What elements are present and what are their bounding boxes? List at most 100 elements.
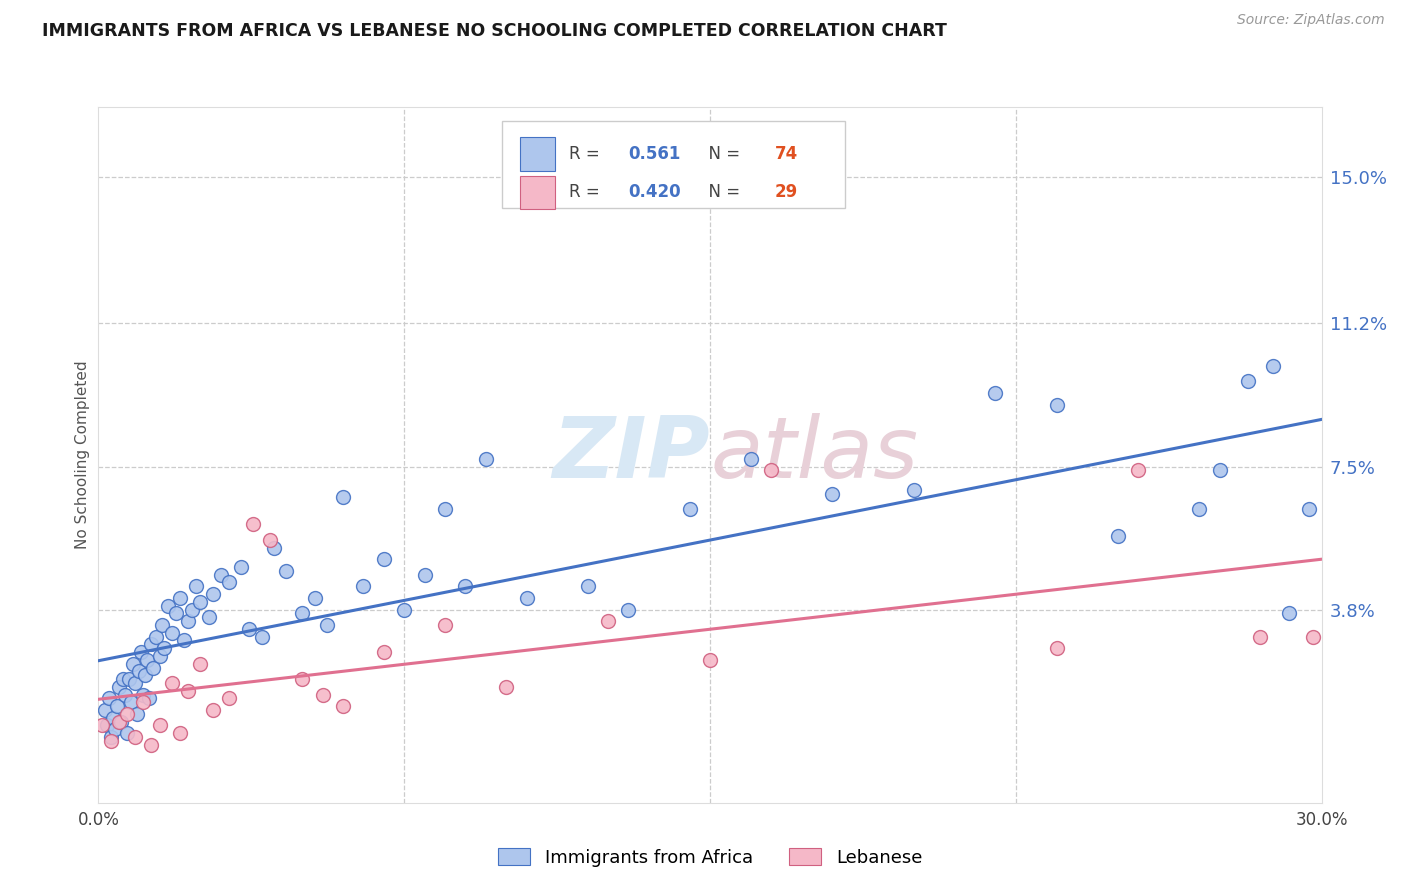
Point — [617, 602, 640, 616]
Point — [169, 726, 191, 740]
Point — [100, 730, 122, 744]
Text: 0.561: 0.561 — [628, 145, 681, 163]
Point — [1045, 641, 1069, 656]
Point — [984, 386, 1007, 401]
Point — [91, 718, 114, 732]
Point — [134, 668, 156, 682]
Point — [495, 680, 517, 694]
FancyBboxPatch shape — [502, 121, 845, 208]
Point — [1249, 630, 1271, 644]
Point — [104, 723, 127, 737]
Point — [138, 691, 160, 706]
Point — [392, 602, 416, 616]
Point — [291, 672, 314, 686]
Point — [576, 579, 599, 593]
Text: N =: N = — [697, 145, 745, 163]
Point — [96, 718, 118, 732]
Point — [218, 691, 240, 706]
Text: R =: R = — [569, 145, 606, 163]
Point — [740, 451, 762, 466]
Point — [115, 726, 138, 740]
Point — [132, 688, 155, 702]
Point — [312, 688, 335, 702]
Point — [132, 695, 155, 709]
Point — [129, 645, 152, 659]
Point — [315, 618, 337, 632]
Point — [108, 680, 131, 694]
Point — [197, 610, 219, 624]
Point — [1208, 463, 1232, 477]
Point — [120, 695, 142, 709]
Text: 74: 74 — [775, 145, 799, 163]
Point — [238, 622, 260, 636]
Point — [759, 463, 782, 477]
Text: R =: R = — [569, 183, 606, 202]
Text: 29: 29 — [775, 183, 799, 202]
Point — [1298, 502, 1320, 516]
Bar — [520, 176, 555, 209]
Point — [100, 734, 122, 748]
Point — [259, 533, 281, 547]
Point — [142, 660, 165, 674]
Point — [165, 607, 187, 621]
Point — [474, 451, 498, 466]
Point — [454, 579, 477, 593]
Point — [127, 706, 149, 721]
Point — [413, 567, 436, 582]
Point — [433, 618, 456, 632]
Point — [1302, 630, 1324, 644]
Point — [173, 633, 195, 648]
Text: IMMIGRANTS FROM AFRICA VS LEBANESE NO SCHOOLING COMPLETED CORRELATION CHART: IMMIGRANTS FROM AFRICA VS LEBANESE NO SC… — [42, 22, 948, 40]
Point — [115, 706, 138, 721]
Point — [141, 738, 163, 752]
Point — [679, 502, 702, 516]
Point — [110, 714, 132, 729]
Point — [1261, 359, 1284, 373]
Point — [352, 579, 374, 593]
Point — [274, 564, 297, 578]
Point — [242, 517, 264, 532]
Point — [821, 486, 844, 500]
Text: atlas: atlas — [710, 413, 918, 497]
Point — [156, 599, 179, 613]
Point — [1128, 463, 1150, 477]
Point — [122, 657, 145, 671]
Point — [93, 703, 115, 717]
Point — [903, 483, 925, 497]
Point — [124, 730, 146, 744]
Point — [97, 691, 120, 706]
Point — [141, 637, 163, 651]
Point — [1237, 375, 1260, 389]
Point — [250, 630, 273, 644]
Point — [177, 683, 200, 698]
Point — [181, 602, 204, 616]
Point — [332, 491, 354, 505]
Point — [231, 560, 253, 574]
Point — [332, 699, 354, 714]
Point — [201, 703, 224, 717]
Point — [699, 653, 721, 667]
Point — [105, 699, 128, 714]
Point — [145, 630, 167, 644]
Point — [124, 676, 146, 690]
Point — [209, 567, 232, 582]
Point — [516, 591, 538, 605]
Point — [304, 591, 326, 605]
Point — [177, 614, 200, 628]
Point — [373, 645, 395, 659]
Point — [186, 579, 208, 593]
Point — [118, 672, 141, 686]
Point — [111, 672, 134, 686]
Legend: Immigrants from Africa, Lebanese: Immigrants from Africa, Lebanese — [491, 840, 929, 874]
Point — [188, 657, 212, 671]
Point — [160, 676, 183, 690]
Text: 0.420: 0.420 — [628, 183, 681, 202]
Point — [1107, 529, 1129, 543]
Y-axis label: No Schooling Completed: No Schooling Completed — [75, 360, 90, 549]
Point — [263, 541, 285, 555]
Point — [152, 641, 174, 656]
Text: Source: ZipAtlas.com: Source: ZipAtlas.com — [1237, 13, 1385, 28]
Point — [373, 552, 395, 566]
Point — [114, 688, 136, 702]
Text: ZIP: ZIP — [553, 413, 710, 497]
